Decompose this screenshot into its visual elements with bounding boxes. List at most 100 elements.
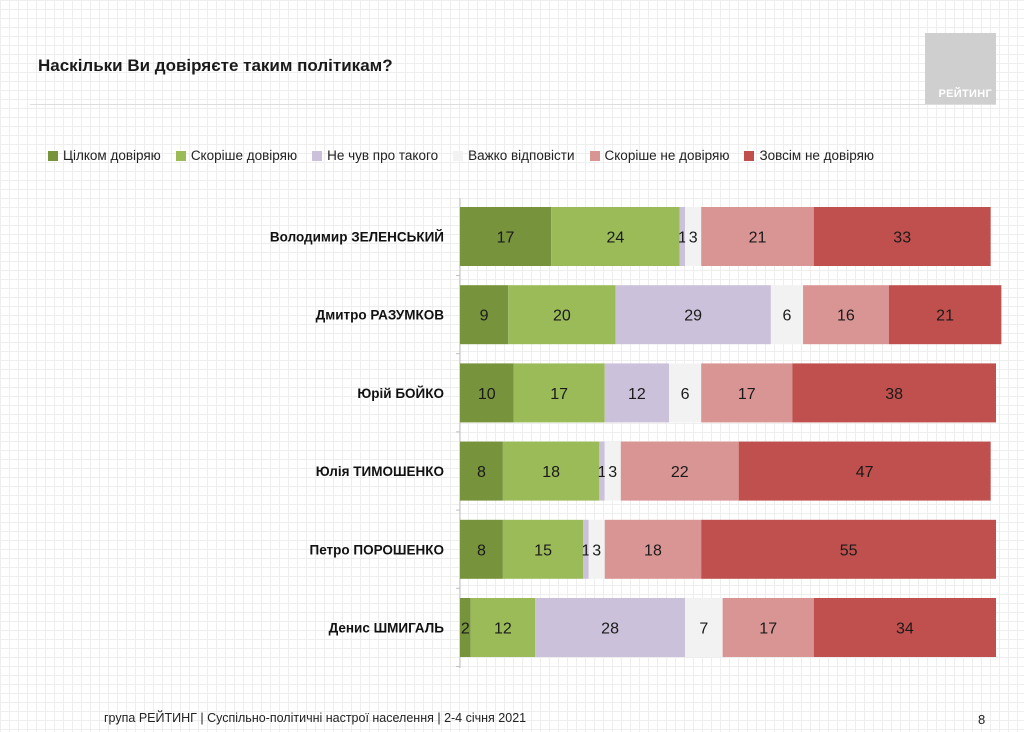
bar-segment xyxy=(813,207,991,266)
bar-segment xyxy=(669,363,702,423)
bar-segment xyxy=(460,207,552,266)
data-label: 3 xyxy=(608,464,617,481)
bar-segment xyxy=(535,598,686,657)
data-label: 21 xyxy=(936,308,954,325)
data-label: 3 xyxy=(689,230,698,247)
bar-segment xyxy=(685,207,702,266)
bar-segment xyxy=(460,441,503,501)
rating-logo: РЕЙТИНГ xyxy=(925,33,996,104)
data-label: 2 xyxy=(461,621,470,638)
logo-text: РЕЙТИНГ xyxy=(938,88,992,100)
bar-segment xyxy=(604,363,670,423)
data-label: 15 xyxy=(534,542,552,559)
bar-segment xyxy=(604,519,702,579)
legend-label: Важко відповісти xyxy=(468,148,575,163)
legend-item: Скоріше довіряю xyxy=(175,148,298,163)
data-label: 1 xyxy=(678,230,687,247)
data-label: 7 xyxy=(699,621,708,638)
legend-swatch xyxy=(175,150,186,161)
data-label: 38 xyxy=(885,386,903,403)
legend-item: Цілком довіряю xyxy=(48,148,161,163)
bar-segment xyxy=(599,441,605,501)
bar-segment xyxy=(888,285,1002,345)
data-label: 17 xyxy=(550,386,568,403)
data-label: 17 xyxy=(759,621,777,638)
category-label: Денис ШМИГАЛЬ xyxy=(329,621,445,636)
data-label: 10 xyxy=(478,386,496,403)
category-label: Юлія ТИМОШЕНКО xyxy=(316,464,444,479)
data-label: 12 xyxy=(494,621,512,638)
legend-swatch xyxy=(744,150,755,161)
data-label: 33 xyxy=(893,230,911,247)
bar-segment xyxy=(502,441,600,501)
category-label: Дмитро РАЗУМКОВ xyxy=(316,308,445,323)
legend-swatch xyxy=(453,150,464,161)
legend-item: Зовсім не довіряю xyxy=(744,148,874,163)
bar-segment xyxy=(701,363,793,423)
bar-segment xyxy=(604,441,621,501)
bar-segment xyxy=(679,207,686,266)
legend-label: Скоріше довіряю xyxy=(190,148,298,163)
bar-segment xyxy=(813,598,996,657)
bar-segment xyxy=(792,363,996,423)
category-label: Юрій БОЙКО xyxy=(357,386,444,401)
chart-legend: Цілком довіряю Скоріше довіряю Не чув про … xyxy=(48,148,889,163)
footer-text: група РЕЙТИНГ | Суспільно-політичні наст… xyxy=(104,711,527,725)
data-label: 6 xyxy=(783,308,792,325)
bar-segment xyxy=(502,519,584,579)
data-label: 8 xyxy=(477,542,486,559)
data-label: 34 xyxy=(896,621,914,638)
bar-segment xyxy=(513,363,605,423)
data-label: 22 xyxy=(671,464,689,481)
data-label: 28 xyxy=(601,621,619,638)
bar-segment xyxy=(803,285,889,345)
bar-segment xyxy=(770,285,804,345)
bar-segment xyxy=(460,519,503,579)
bar-segment xyxy=(615,285,771,345)
bar-segment xyxy=(551,207,680,266)
legend-label: Цілком довіряю xyxy=(63,148,161,163)
data-label: 12 xyxy=(628,386,646,403)
legend-label: Зовсім не довіряю xyxy=(759,148,875,163)
legend-item: Не чув про такого xyxy=(312,148,438,163)
legend-swatch xyxy=(312,150,323,161)
data-label: 29 xyxy=(684,308,702,325)
category-label: Володимир ЗЕЛЕНСЬКИЙ xyxy=(270,230,444,245)
bar-segment xyxy=(701,519,996,579)
bar-segment xyxy=(685,598,723,657)
bar-segment xyxy=(738,441,991,501)
legend-item: Важко відповісти xyxy=(453,148,575,163)
bar-segment xyxy=(583,519,589,579)
bar-segment xyxy=(460,363,514,423)
bar-segment xyxy=(701,207,814,266)
data-label: 47 xyxy=(856,464,874,481)
legend-swatch xyxy=(589,150,600,161)
data-label: 8 xyxy=(477,464,486,481)
data-label: 17 xyxy=(738,386,756,403)
data-label: 21 xyxy=(749,230,767,247)
bar-segment xyxy=(620,441,739,501)
data-label: 18 xyxy=(644,542,662,559)
bar-segment xyxy=(588,519,605,579)
legend-label: Не чув про такого xyxy=(327,148,439,163)
bar-segment xyxy=(460,285,509,345)
bar-segment xyxy=(508,285,616,345)
legend-swatch xyxy=(48,150,58,161)
data-label: 9 xyxy=(480,308,489,325)
data-label: 1 xyxy=(582,542,591,559)
data-label: 1 xyxy=(598,464,607,481)
data-label: 3 xyxy=(592,542,601,559)
legend-label: Скоріше не довіряю xyxy=(604,148,730,163)
bar-segment xyxy=(722,598,814,657)
page-title: Наскільки Ви довіряєте таким політикам? xyxy=(38,56,393,75)
bar-segment xyxy=(460,598,471,657)
legend-item: Скоріше не довіряю xyxy=(589,148,730,163)
bar-segment xyxy=(470,598,536,657)
data-label: 16 xyxy=(837,308,855,325)
data-label: 20 xyxy=(553,308,571,325)
data-label: 6 xyxy=(681,386,690,403)
data-label: 24 xyxy=(607,230,625,247)
data-label: 18 xyxy=(542,464,560,481)
data-label: 17 xyxy=(497,230,515,247)
